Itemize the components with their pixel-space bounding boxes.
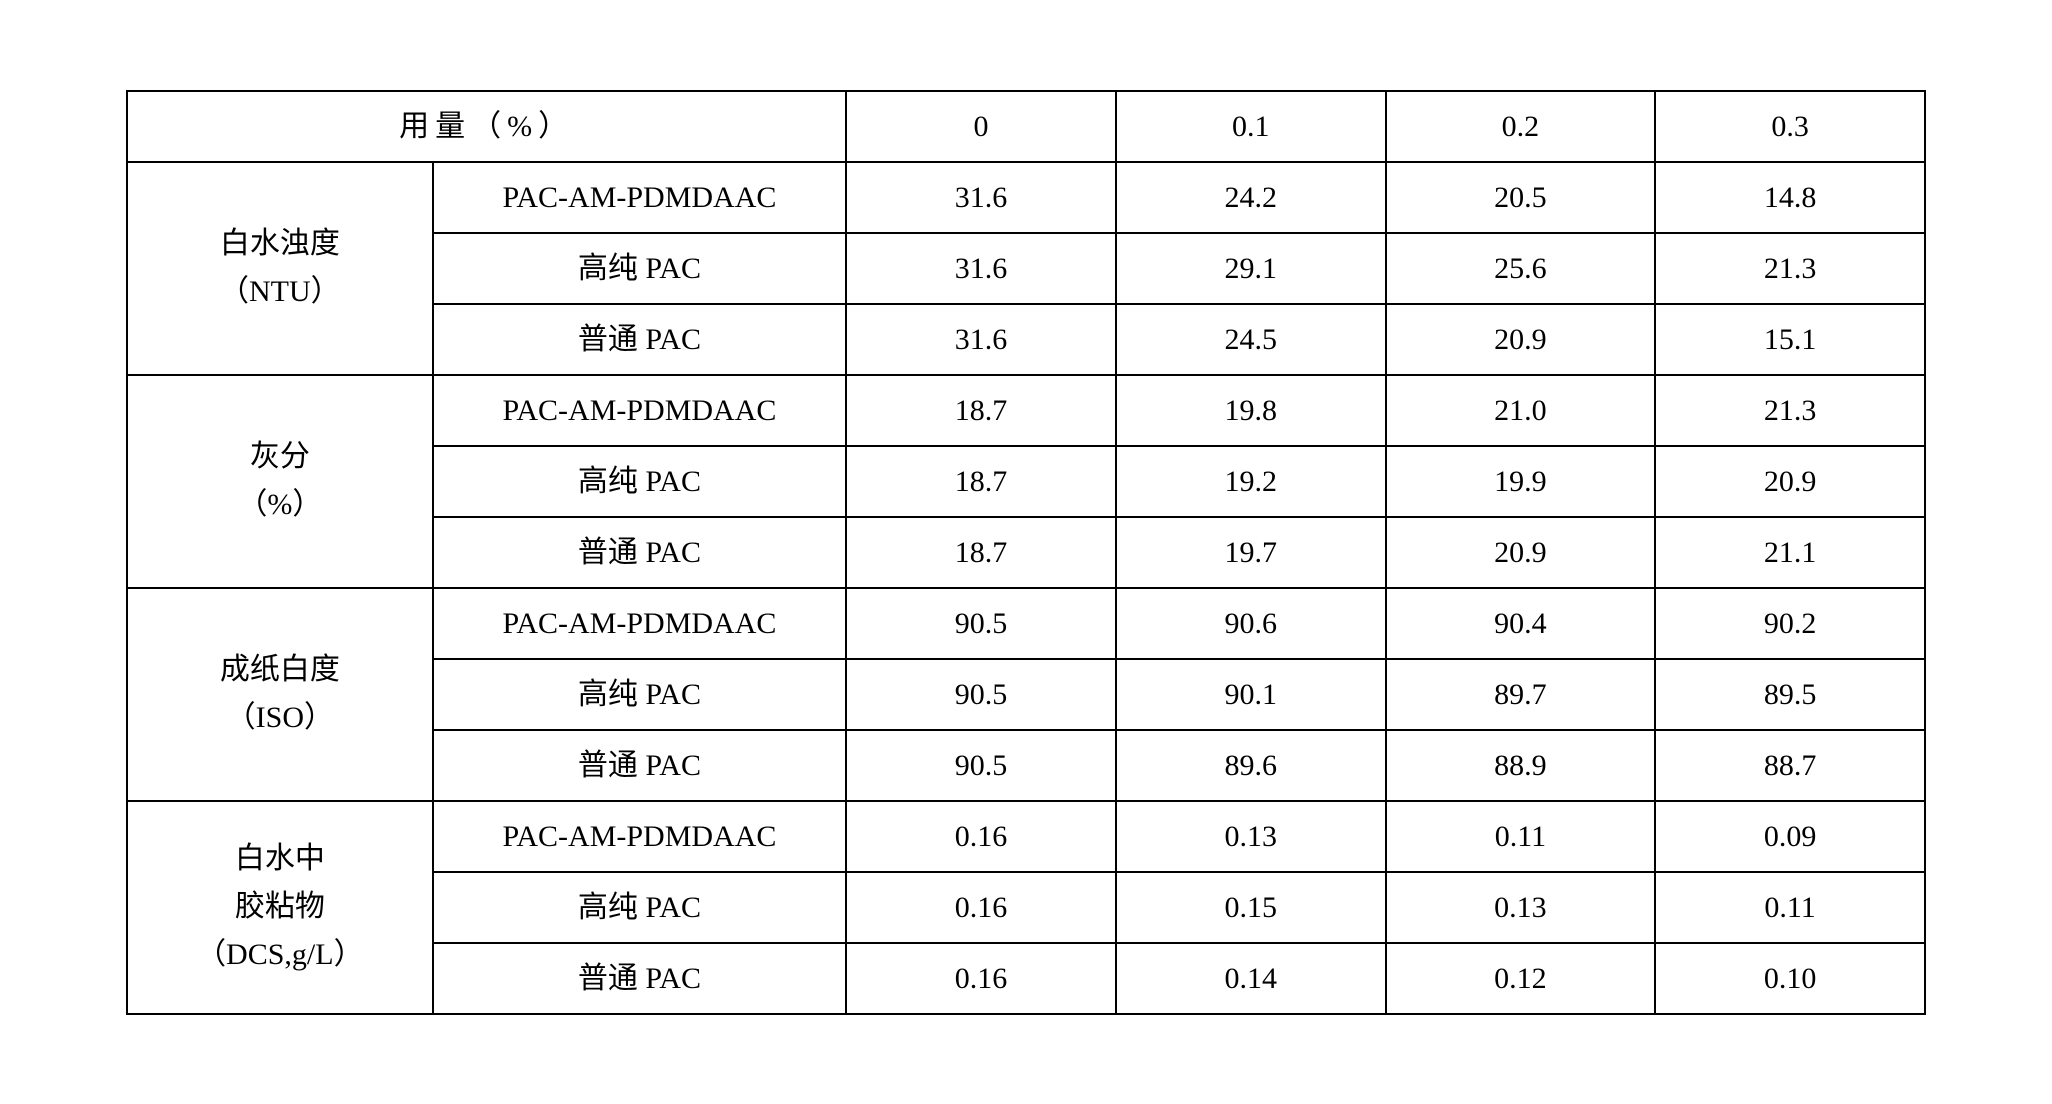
table-row: 灰分（%）PAC-AM-PDMDAAC18.719.821.021.3 xyxy=(127,375,1925,446)
row-name: 高纯 PAC xyxy=(433,446,847,517)
data-cell: 90.4 xyxy=(1386,588,1656,659)
data-cell: 31.6 xyxy=(846,233,1116,304)
data-cell: 90.5 xyxy=(846,659,1116,730)
row-name: 普通 PAC xyxy=(433,943,847,1014)
data-cell: 19.9 xyxy=(1386,446,1656,517)
data-cell: 90.5 xyxy=(846,730,1116,801)
data-cell: 0.10 xyxy=(1655,943,1925,1014)
data-cell: 31.6 xyxy=(846,162,1116,233)
data-cell: 89.6 xyxy=(1116,730,1386,801)
data-cell: 0.15 xyxy=(1116,872,1386,943)
data-cell: 14.8 xyxy=(1655,162,1925,233)
data-cell: 90.2 xyxy=(1655,588,1925,659)
row-name: PAC-AM-PDMDAAC xyxy=(433,162,847,233)
data-cell: 0.14 xyxy=(1116,943,1386,1014)
data-cell: 15.1 xyxy=(1655,304,1925,375)
data-cell: 21.3 xyxy=(1655,233,1925,304)
data-cell: 90.5 xyxy=(846,588,1116,659)
data-cell: 20.9 xyxy=(1655,446,1925,517)
data-cell: 19.7 xyxy=(1116,517,1386,588)
table-header-row: 用量（%）00.10.20.3 xyxy=(127,91,1925,162)
data-cell: 18.7 xyxy=(846,375,1116,446)
data-cell: 90.1 xyxy=(1116,659,1386,730)
data-cell: 19.2 xyxy=(1116,446,1386,517)
group-label: 白水浊度 （NTU） xyxy=(127,162,433,375)
dosage-col-header: 0.2 xyxy=(1386,91,1656,162)
data-cell: 20.9 xyxy=(1386,517,1656,588)
row-name: 普通 PAC xyxy=(433,730,847,801)
data-cell: 89.7 xyxy=(1386,659,1656,730)
data-cell: 0.11 xyxy=(1386,801,1656,872)
row-name: 高纯 PAC xyxy=(433,659,847,730)
row-name: PAC-AM-PDMDAAC xyxy=(433,801,847,872)
data-cell: 21.0 xyxy=(1386,375,1656,446)
group-label-line: （%） xyxy=(237,488,322,521)
group-label-line: 成纸白度 xyxy=(220,653,340,686)
data-cell: 0.13 xyxy=(1116,801,1386,872)
dosage-col-header: 0.1 xyxy=(1116,91,1386,162)
data-cell: 31.6 xyxy=(846,304,1116,375)
group-label: 白水中胶粘物 （DCS,g/L） xyxy=(127,801,433,1014)
table-row: 白水中胶粘物（DCS,g/L）PAC-AM-PDMDAAC0.160.130.1… xyxy=(127,801,1925,872)
data-cell: 90.6 xyxy=(1116,588,1386,659)
data-cell: 19.8 xyxy=(1116,375,1386,446)
dosage-header: 用量（%） xyxy=(127,91,846,162)
row-name: 高纯 PAC xyxy=(433,233,847,304)
data-cell: 21.1 xyxy=(1655,517,1925,588)
group-label-line: （NTU） xyxy=(219,275,341,308)
data-cell: 88.7 xyxy=(1655,730,1925,801)
data-cell: 0.16 xyxy=(846,943,1116,1014)
group-label-line: 白水中 xyxy=(235,842,325,875)
table-row: 成纸白度（ISO）PAC-AM-PDMDAAC90.590.690.490.2 xyxy=(127,588,1925,659)
dosage-col-header: 0.3 xyxy=(1655,91,1925,162)
data-cell: 0.11 xyxy=(1655,872,1925,943)
data-cell: 88.9 xyxy=(1386,730,1656,801)
data-cell: 18.7 xyxy=(846,517,1116,588)
data-cell: 0.16 xyxy=(846,872,1116,943)
row-name: 高纯 PAC xyxy=(433,872,847,943)
row-name: 普通 PAC xyxy=(433,517,847,588)
group-label-line: 灰分 xyxy=(250,440,310,473)
data-cell: 89.5 xyxy=(1655,659,1925,730)
group-label-line: 胶粘物 xyxy=(235,890,325,923)
group-label-line: 白水浊度 xyxy=(220,227,340,260)
row-name: 普通 PAC xyxy=(433,304,847,375)
row-name: PAC-AM-PDMDAAC xyxy=(433,375,847,446)
group-label-line: （DCS,g/L） xyxy=(196,938,364,971)
data-cell: 29.1 xyxy=(1116,233,1386,304)
table-row: 白水浊度（NTU）PAC-AM-PDMDAAC31.624.220.514.8 xyxy=(127,162,1925,233)
data-cell: 25.6 xyxy=(1386,233,1656,304)
data-cell: 0.16 xyxy=(846,801,1116,872)
data-cell: 24.5 xyxy=(1116,304,1386,375)
group-label: 成纸白度 （ISO） xyxy=(127,588,433,801)
data-cell: 0.13 xyxy=(1386,872,1656,943)
data-table: 用量（%）00.10.20.3白水浊度（NTU）PAC-AM-PDMDAAC31… xyxy=(126,90,1926,1015)
data-cell: 0.09 xyxy=(1655,801,1925,872)
data-cell: 20.9 xyxy=(1386,304,1656,375)
group-label: 灰分 （%） xyxy=(127,375,433,588)
data-cell: 20.5 xyxy=(1386,162,1656,233)
dosage-col-header: 0 xyxy=(846,91,1116,162)
data-cell: 24.2 xyxy=(1116,162,1386,233)
data-cell: 0.12 xyxy=(1386,943,1656,1014)
group-label-line: （ISO） xyxy=(226,701,334,734)
row-name: PAC-AM-PDMDAAC xyxy=(433,588,847,659)
data-cell: 18.7 xyxy=(846,446,1116,517)
data-cell: 21.3 xyxy=(1655,375,1925,446)
